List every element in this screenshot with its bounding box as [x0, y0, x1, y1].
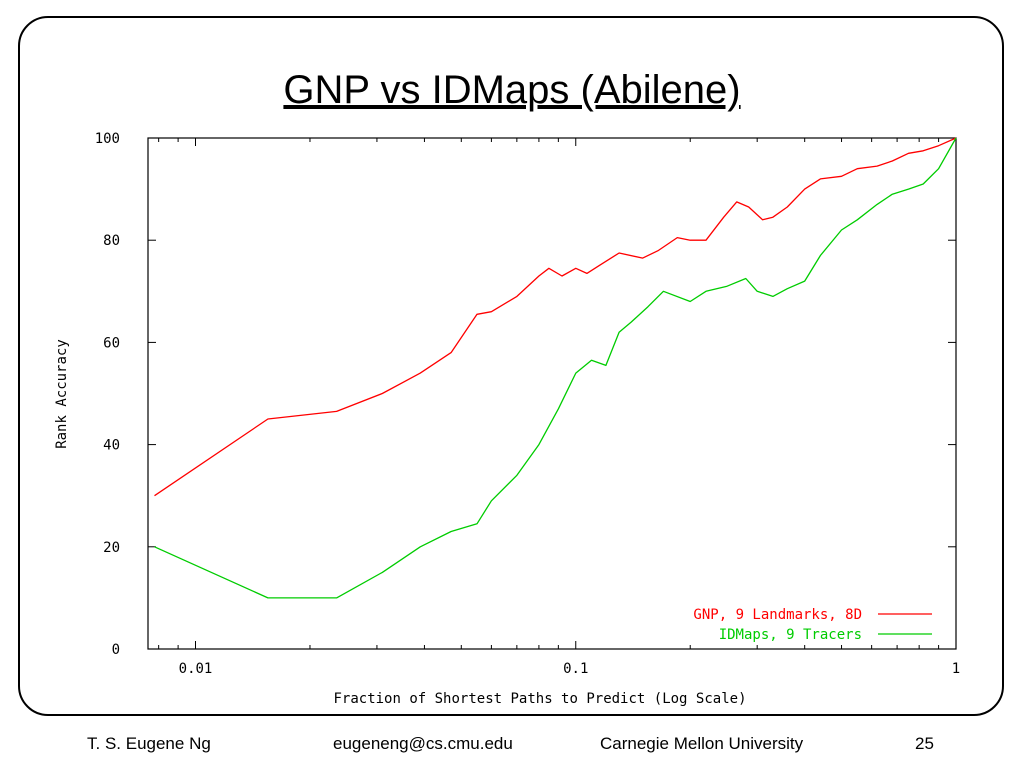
x-tick-label: 1	[952, 661, 960, 677]
legend: GNP, 9 Landmarks, 8D IDMaps, 9 Tracers	[693, 607, 932, 643]
slide-frame	[18, 16, 1004, 716]
slide-title: GNP vs IDMaps (Abilene)	[283, 68, 741, 112]
y-tick-label: 60	[103, 335, 120, 351]
y-axis: 0 20 40 60 80 100	[95, 131, 956, 658]
page-number: 25	[915, 734, 934, 753]
series-line-gnp	[154, 137, 957, 497]
y-tick-label: 80	[103, 233, 120, 249]
footer-author: T. S. Eugene Ng	[87, 734, 211, 753]
series-lines	[154, 137, 957, 599]
footer-organization: Carnegie Mellon University	[600, 734, 804, 753]
footer-email: eugeneng@cs.cmu.edu	[333, 734, 513, 753]
legend-label-idmaps: IDMaps, 9 Tracers	[719, 627, 862, 643]
series-line-idmaps	[154, 137, 957, 599]
x-axis: 0.01 0.1 1	[158, 138, 960, 677]
x-tick-label: 0.1	[563, 661, 588, 677]
y-axis-label: Rank Accuracy	[54, 339, 70, 449]
legend-label-gnp: GNP, 9 Landmarks, 8D	[693, 607, 862, 623]
y-tick-label: 20	[103, 540, 120, 556]
y-tick-label: 100	[95, 131, 120, 147]
y-tick-label: 40	[103, 438, 120, 454]
x-tick-label: 0.01	[179, 661, 213, 677]
plot-area-border	[147, 137, 957, 650]
y-tick-label: 0	[112, 642, 120, 658]
x-axis-label: Fraction of Shortest Paths to Predict (L…	[333, 691, 746, 707]
